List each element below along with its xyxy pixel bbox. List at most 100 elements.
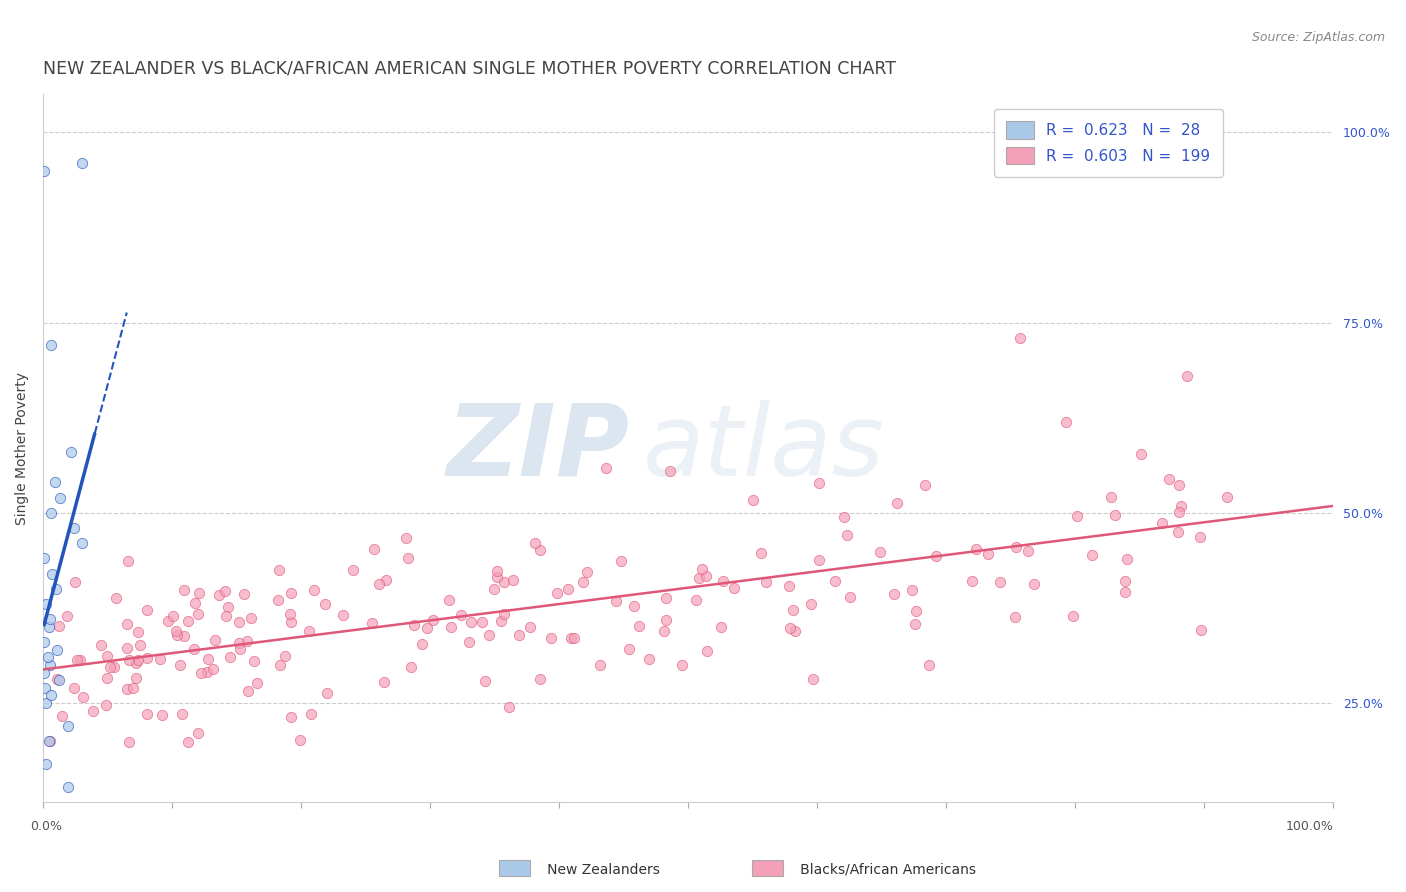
Point bbox=[1081, 549, 1104, 563]
Point bbox=[190, 666, 212, 681]
Point bbox=[1216, 490, 1239, 504]
Point bbox=[808, 475, 831, 490]
Point bbox=[755, 575, 778, 590]
Point bbox=[70, 156, 93, 170]
Point bbox=[172, 707, 194, 722]
Point bbox=[125, 656, 148, 670]
Point bbox=[269, 657, 291, 672]
Point bbox=[502, 574, 524, 588]
Point bbox=[228, 636, 250, 650]
Point bbox=[162, 609, 184, 624]
Point bbox=[457, 634, 479, 648]
Point bbox=[66, 653, 89, 667]
Point bbox=[59, 445, 82, 459]
Point bbox=[204, 633, 226, 648]
Point bbox=[904, 616, 927, 631]
Point bbox=[239, 611, 262, 625]
Point bbox=[129, 639, 152, 653]
Point bbox=[900, 583, 922, 598]
Point bbox=[243, 655, 266, 669]
Point bbox=[801, 672, 824, 686]
Point bbox=[136, 651, 159, 665]
Point bbox=[808, 552, 831, 566]
Point bbox=[742, 492, 765, 507]
Point bbox=[374, 573, 396, 587]
Point bbox=[280, 586, 302, 600]
Point bbox=[491, 615, 513, 629]
Point bbox=[208, 588, 231, 602]
Point bbox=[44, 475, 66, 490]
Point bbox=[332, 607, 354, 622]
Point bbox=[824, 574, 846, 588]
Point bbox=[127, 653, 149, 667]
Point bbox=[623, 599, 645, 614]
Point bbox=[103, 659, 125, 673]
Point bbox=[367, 577, 389, 591]
Point bbox=[572, 575, 595, 590]
Point bbox=[56, 780, 79, 794]
Point bbox=[280, 709, 302, 723]
Point bbox=[187, 726, 209, 740]
Text: New Zealanders: New Zealanders bbox=[534, 863, 661, 877]
Point bbox=[905, 604, 928, 618]
Point bbox=[280, 615, 302, 629]
Point bbox=[779, 621, 801, 635]
Point bbox=[217, 600, 239, 615]
Y-axis label: Single Mother Poverty: Single Mother Poverty bbox=[15, 372, 30, 524]
FancyBboxPatch shape bbox=[499, 860, 530, 876]
Point bbox=[450, 608, 472, 623]
Point bbox=[373, 674, 395, 689]
Point bbox=[165, 624, 187, 639]
Point bbox=[988, 575, 1011, 590]
Point bbox=[94, 698, 117, 712]
Point bbox=[723, 581, 745, 595]
Point bbox=[540, 631, 562, 645]
Point bbox=[962, 574, 984, 588]
Point bbox=[45, 582, 67, 596]
Point bbox=[1188, 530, 1211, 544]
Point bbox=[228, 615, 250, 629]
Point bbox=[519, 620, 541, 634]
Point bbox=[39, 658, 62, 673]
Point bbox=[883, 587, 905, 601]
Point bbox=[34, 163, 56, 178]
Point bbox=[38, 734, 60, 748]
Point bbox=[1066, 509, 1088, 524]
Point bbox=[56, 719, 79, 733]
Legend: R =  0.623   N =  28, R =  0.603   N =  199: R = 0.623 N = 28, R = 0.603 N = 199 bbox=[994, 109, 1223, 177]
Point bbox=[652, 624, 675, 639]
Point bbox=[63, 521, 86, 535]
Point bbox=[422, 613, 444, 627]
Point bbox=[396, 551, 419, 566]
Text: 0.0%: 0.0% bbox=[30, 821, 62, 833]
Point bbox=[1152, 516, 1174, 530]
Point bbox=[638, 652, 661, 666]
Point bbox=[655, 591, 678, 605]
Point bbox=[51, 709, 73, 723]
Point bbox=[149, 652, 172, 666]
Point bbox=[46, 642, 69, 657]
Point bbox=[1167, 478, 1189, 492]
Point bbox=[529, 542, 551, 557]
Point bbox=[136, 603, 159, 617]
Point bbox=[37, 650, 59, 665]
Point bbox=[63, 681, 86, 696]
Point bbox=[214, 584, 236, 599]
Point bbox=[46, 672, 69, 686]
Point bbox=[173, 583, 195, 598]
Point bbox=[557, 582, 579, 596]
Point bbox=[82, 704, 104, 718]
Point bbox=[460, 615, 482, 629]
Point bbox=[363, 542, 385, 557]
Point bbox=[96, 648, 118, 663]
Point bbox=[560, 631, 582, 645]
Point bbox=[269, 564, 291, 578]
Point bbox=[195, 665, 218, 679]
Point bbox=[183, 642, 205, 657]
Text: Source: ZipAtlas.com: Source: ZipAtlas.com bbox=[1251, 31, 1385, 45]
Point bbox=[105, 591, 128, 605]
Point bbox=[34, 597, 56, 611]
Point bbox=[925, 549, 948, 564]
Point bbox=[474, 674, 496, 689]
Point bbox=[589, 657, 612, 672]
